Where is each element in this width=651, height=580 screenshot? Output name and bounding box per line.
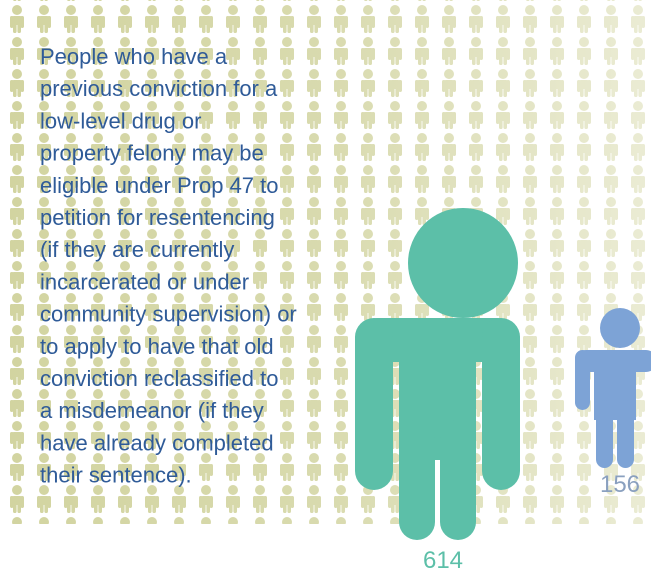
text-line: previous conviction for a — [40, 76, 278, 101]
large-figure — [355, 208, 520, 540]
text-line: conviction reclassified to — [40, 366, 278, 391]
text-line: to apply to have that old — [40, 334, 274, 359]
icon-fade — [0, 0, 651, 524]
text-line: their sentence). — [40, 463, 192, 488]
figure-label: 156 — [600, 471, 640, 498]
text-block: People who have a previous conviction for… — [40, 44, 297, 488]
text-line: incarcerated or under — [40, 269, 249, 294]
text-line: eligible under Prop 47 to — [40, 173, 279, 198]
text-line: petition for resentencing — [40, 205, 275, 230]
small-figure — [575, 308, 651, 468]
text-line: People who have a — [40, 44, 228, 69]
text-line: (if they are currently — [40, 237, 234, 262]
text-line: property felony may be — [40, 141, 264, 166]
text-line: low-level drug or — [40, 108, 201, 133]
figure-label: 614 — [423, 547, 463, 574]
text-line: community supervision) or — [40, 302, 297, 327]
text-line: a misdemeanor (if they — [40, 398, 264, 423]
text-line: have already completed — [40, 430, 274, 455]
